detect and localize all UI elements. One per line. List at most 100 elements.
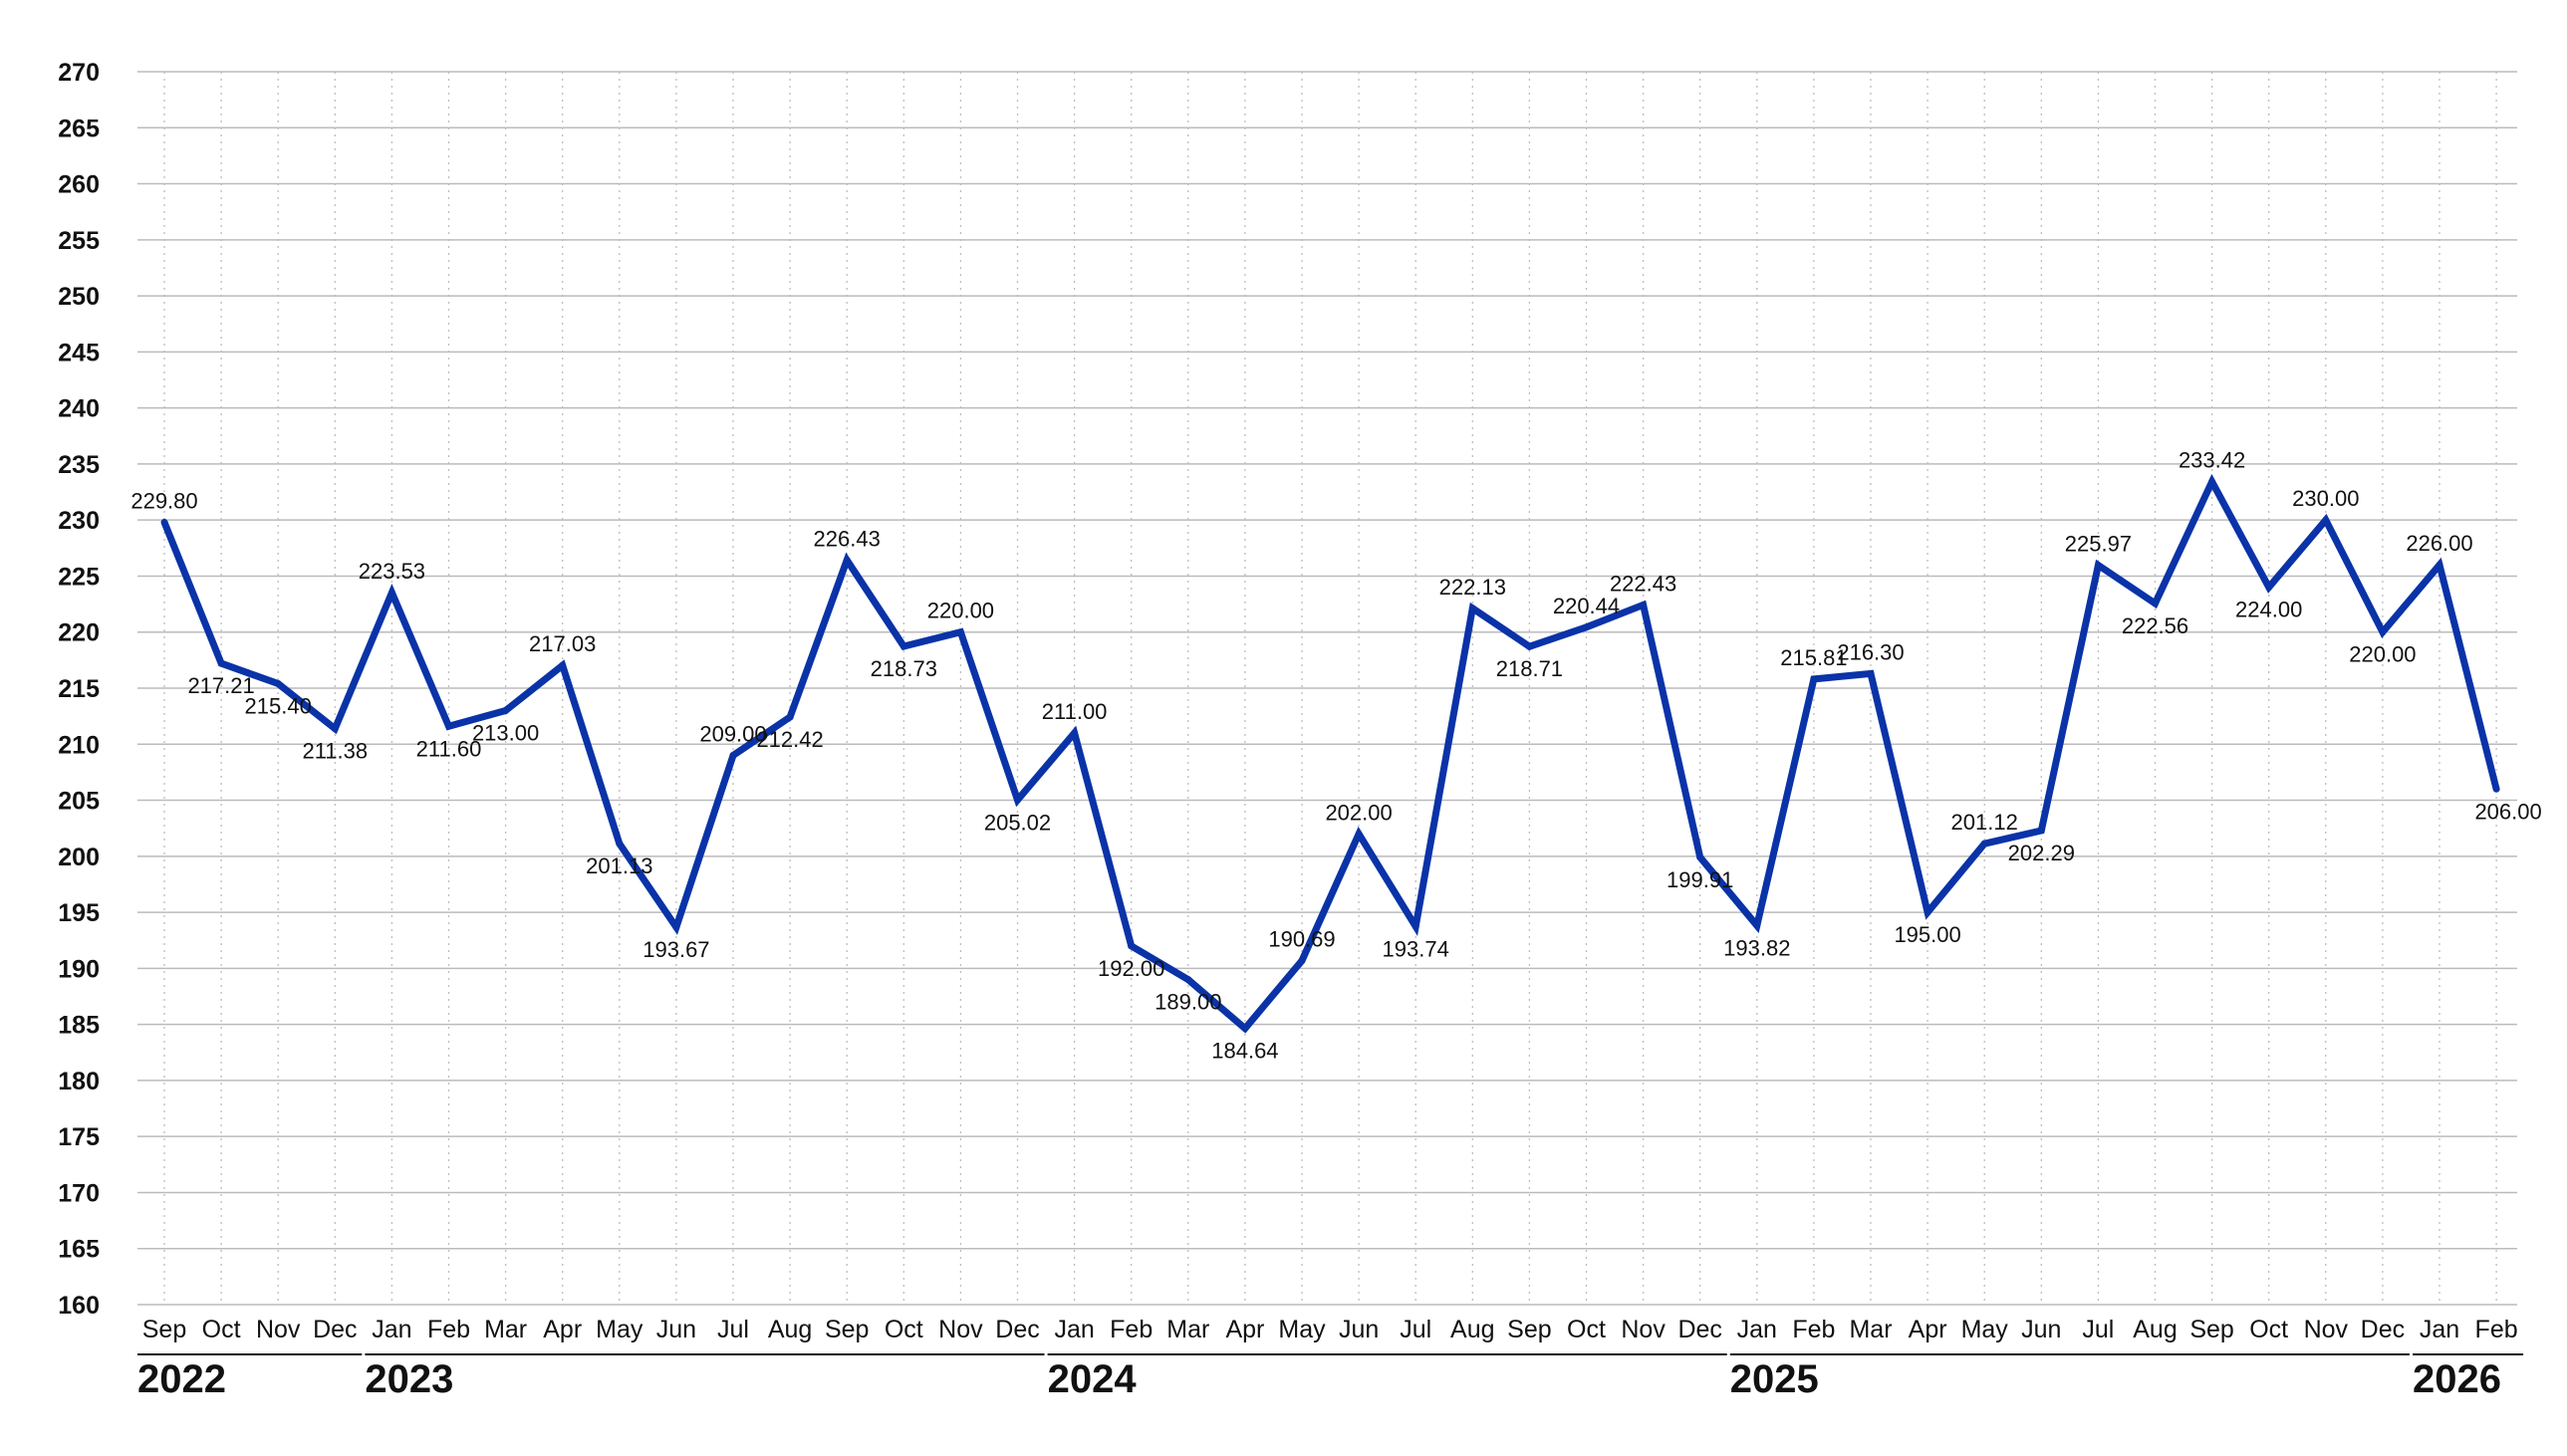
- data-label: 218.71: [1496, 656, 1563, 681]
- year-label: 2024: [1048, 1357, 1138, 1401]
- data-label: 222.43: [1610, 571, 1676, 596]
- x-tick-label: Feb: [427, 1316, 470, 1343]
- data-series: [160, 473, 2500, 1034]
- x-tick-label: Sep: [142, 1316, 186, 1343]
- y-tick-label: 175: [58, 1123, 100, 1151]
- data-point: [559, 661, 567, 669]
- data-label: 202.00: [1325, 800, 1392, 825]
- year-groups: 2022 2023 2024 2025 2026: [137, 1353, 2524, 1401]
- data-label: 193.67: [642, 937, 709, 962]
- data-label: 215.81: [1780, 645, 1847, 670]
- data-label: 225.97: [2065, 532, 2132, 557]
- data-point: [1924, 908, 1931, 916]
- series-line: [160, 473, 2500, 1034]
- x-tick-label: Nov: [2304, 1316, 2349, 1343]
- data-label: 218.73: [871, 656, 937, 681]
- data-point: [1525, 642, 1533, 650]
- data-label: 220.00: [2349, 642, 2416, 667]
- y-tick-label: 270: [58, 59, 100, 87]
- y-tick-label: 165: [58, 1236, 100, 1264]
- data-point: [1753, 921, 1761, 929]
- data-label: 229.80: [130, 488, 197, 513]
- data-label: 220.44: [1553, 594, 1620, 618]
- data-label: 209.00: [699, 722, 766, 747]
- year-label: 2023: [365, 1357, 453, 1401]
- x-tick-label: Feb: [1792, 1316, 1835, 1343]
- data-point: [2322, 516, 2330, 524]
- data-point: [2492, 785, 2500, 793]
- data-point: [1980, 840, 1988, 848]
- x-tick-label: Aug: [768, 1316, 812, 1343]
- y-axis: 160 165 170 175 180 185 190 195 200 205 210 215 220 2…: [58, 59, 100, 1320]
- y-tick-label: 260: [58, 171, 100, 199]
- y-tick-label: 200: [58, 844, 100, 871]
- x-tick-label: Oct: [885, 1316, 923, 1343]
- data-point: [1355, 830, 1363, 838]
- x-tick-label: Sep: [1507, 1316, 1551, 1343]
- data-label: 233.42: [2179, 448, 2245, 473]
- data-label: 195.00: [1894, 922, 1960, 947]
- y-tick-label: 160: [58, 1292, 100, 1320]
- data-point: [1583, 623, 1590, 631]
- data-point: [1810, 675, 1818, 683]
- data-point: [502, 707, 510, 715]
- x-axis: Sep Oct Nov Dec Jan Feb Mar Apr May Jun Jul Aug Sep O…: [142, 1316, 2518, 1343]
- data-point: [160, 518, 168, 526]
- x-tick-label: Dec: [995, 1316, 1039, 1343]
- data-label: 211.00: [1042, 699, 1108, 724]
- data-label: 192.00: [1098, 956, 1164, 981]
- data-point: [2094, 562, 2102, 570]
- x-tick-label: Jun: [656, 1316, 696, 1343]
- data-point: [217, 659, 225, 667]
- data-label: 193.82: [1723, 935, 1790, 960]
- x-tick-label: Aug: [1450, 1316, 1494, 1343]
- x-tick-label: Nov: [256, 1316, 301, 1343]
- y-tick-label: 235: [58, 451, 100, 479]
- data-label: 206.00: [2474, 799, 2541, 824]
- year-label: 2025: [1730, 1357, 1819, 1401]
- data-label: 226.43: [814, 526, 881, 551]
- data-label: 212.42: [756, 727, 823, 752]
- data-label: 217.03: [529, 631, 596, 656]
- x-tick-label: Jul: [2082, 1316, 2114, 1343]
- data-label: 205.02: [984, 810, 1051, 835]
- data-label: 201.13: [586, 853, 652, 878]
- data-point: [956, 628, 964, 636]
- data-point: [1071, 729, 1079, 737]
- x-tick-label: Feb: [2475, 1316, 2518, 1343]
- y-tick-label: 230: [58, 507, 100, 535]
- x-tick-label: Jun: [2021, 1316, 2061, 1343]
- y-tick-label: 185: [58, 1012, 100, 1040]
- x-tick-label: Jan: [1737, 1316, 1777, 1343]
- data-point: [729, 752, 737, 760]
- x-tick-label: Jun: [1339, 1316, 1379, 1343]
- x-tick-label: Mar: [1849, 1316, 1892, 1343]
- y-tick-label: 205: [58, 788, 100, 816]
- data-label: 217.21: [187, 673, 254, 698]
- data-point: [1867, 669, 1875, 677]
- data-label: 224.00: [2235, 598, 2302, 622]
- x-tick-label: May: [596, 1316, 643, 1343]
- data-point: [331, 725, 339, 733]
- data-label: 222.13: [1439, 575, 1506, 600]
- data-point: [1184, 976, 1192, 984]
- x-tick-label: Mar: [1166, 1316, 1209, 1343]
- x-tick-label: Mar: [484, 1316, 527, 1343]
- x-tick-label: Jan: [2420, 1316, 2459, 1343]
- data-point: [672, 923, 680, 931]
- data-label: 193.74: [1383, 936, 1449, 961]
- data-label: 213.00: [472, 721, 539, 746]
- x-tick-label: Aug: [2133, 1316, 2177, 1343]
- data-point: [2037, 827, 2045, 835]
- data-label: 220.00: [927, 599, 994, 623]
- data-label: 223.53: [359, 559, 425, 584]
- data-point: [899, 642, 907, 650]
- y-tick-label: 255: [58, 227, 100, 255]
- x-tick-label: Oct: [2249, 1316, 2288, 1343]
- x-tick-label: Oct: [202, 1316, 241, 1343]
- x-tick-label: Oct: [1567, 1316, 1606, 1343]
- x-tick-label: Sep: [2189, 1316, 2233, 1343]
- x-tick-label: Jul: [717, 1316, 749, 1343]
- data-point: [387, 589, 395, 597]
- x-tick-label: Apr: [1225, 1316, 1264, 1343]
